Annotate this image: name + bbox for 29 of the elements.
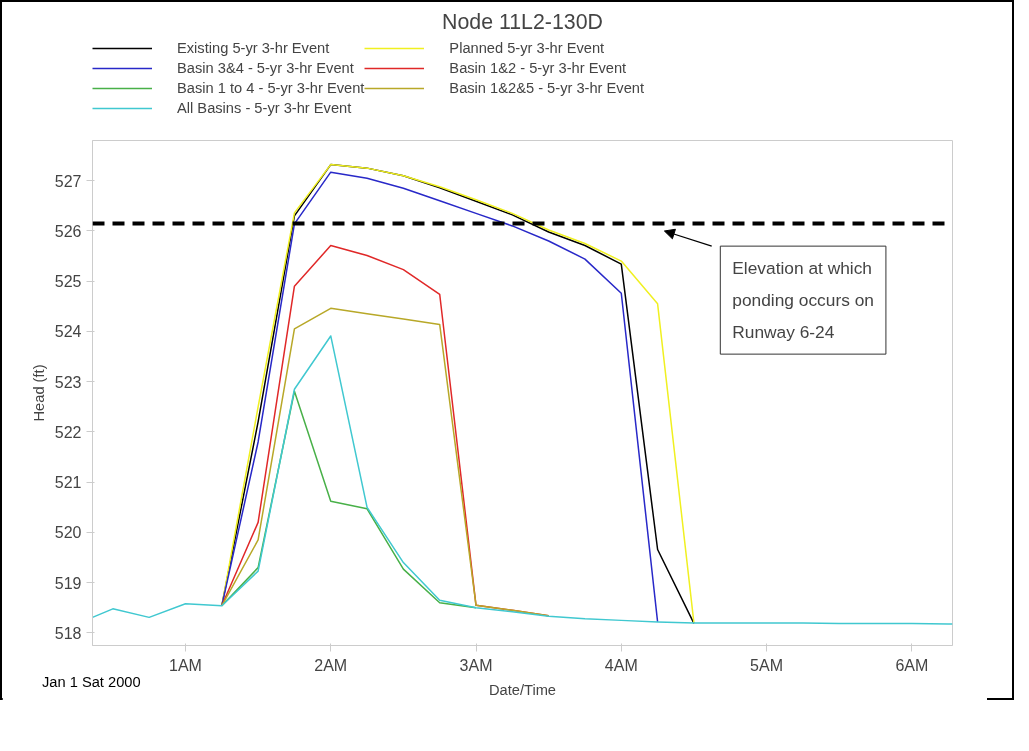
chart-title: Node 11L2-130D bbox=[442, 9, 603, 34]
x-tick-label: 1AM bbox=[169, 656, 202, 674]
y-tick-label: 524 bbox=[54, 323, 82, 341]
y-tick-label: 522 bbox=[54, 423, 82, 441]
y-tick-label: 521 bbox=[54, 474, 82, 492]
legend-label: Basin 3&4 - 5-yr 3-hr Event bbox=[177, 60, 354, 76]
y-tick-label: 523 bbox=[54, 373, 82, 391]
legend-label: Basin 1&2&5 - 5-yr 3-hr Event bbox=[449, 80, 645, 96]
y-tick-label: 525 bbox=[54, 273, 82, 291]
line-series bbox=[221, 307, 550, 617]
y-tick-label: 518 bbox=[54, 624, 82, 642]
x-axis-title: Date/Time bbox=[488, 681, 557, 698]
legend-label: Basin 1 to 4 - 5-yr 3-hr Event bbox=[177, 80, 365, 96]
legend-label: All Basins - 5-yr 3-hr Event bbox=[177, 100, 352, 116]
legend-label: Basin 1&2 - 5-yr 3-hr Event bbox=[449, 60, 627, 76]
x-tick-label: 5AM bbox=[750, 656, 784, 674]
y-tick-label: 526 bbox=[54, 222, 82, 240]
x-tick-label: 2AM bbox=[314, 656, 348, 674]
y-tick-label: 520 bbox=[54, 524, 82, 542]
legend-label: Planned 5-yr 3-hr Event bbox=[449, 40, 605, 56]
y-axis-title: Head (ft) bbox=[30, 364, 47, 422]
x-tick-label: 6AM bbox=[895, 656, 929, 674]
text: Jan 1 Sat 2000 bbox=[42, 673, 141, 692]
ref-line-label: Elevation at which ponding occurs on Runway 6-24 bbox=[732, 258, 874, 343]
x-tick-label: 3AM bbox=[459, 656, 493, 674]
y-tick-label: 527 bbox=[54, 172, 82, 190]
legend-label: Existing 5-yr 3-hr Event bbox=[177, 40, 330, 56]
x-tick-label: 4AM bbox=[604, 656, 638, 674]
y-tick-label: 519 bbox=[54, 574, 82, 592]
